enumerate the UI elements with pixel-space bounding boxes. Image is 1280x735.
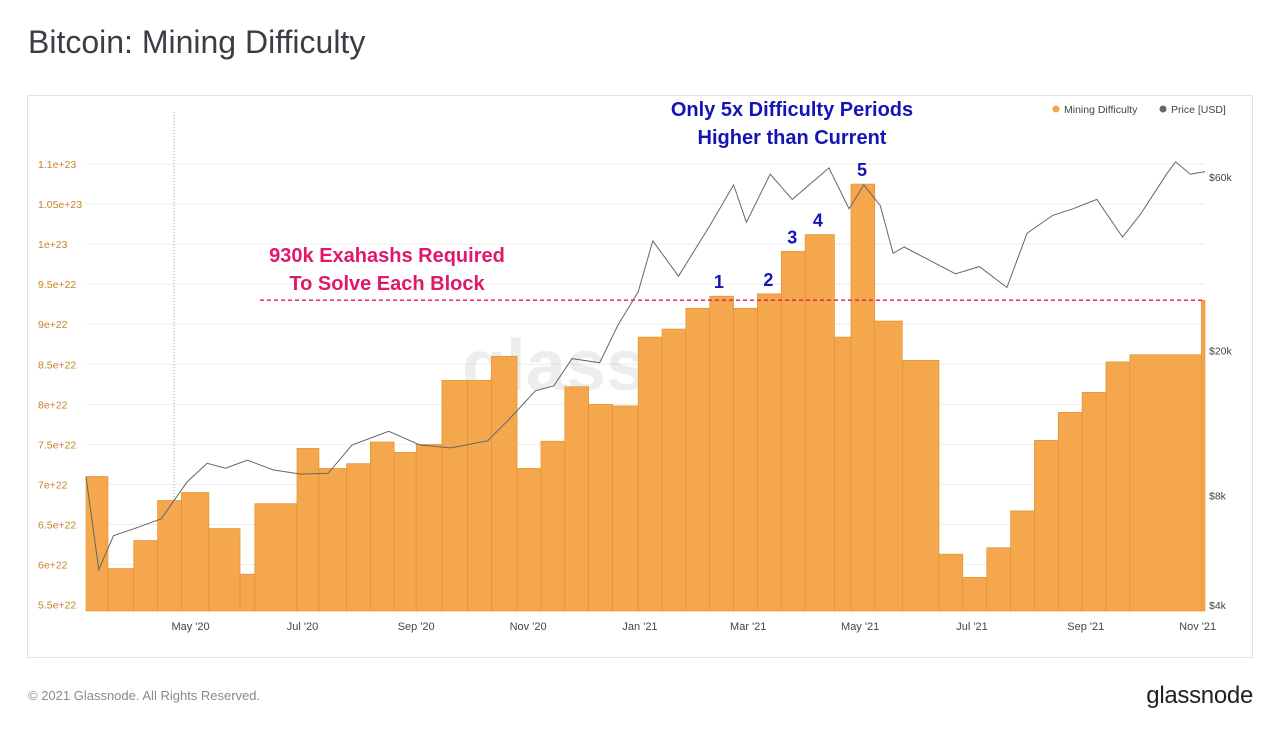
difficulty-bar bbox=[962, 577, 988, 612]
difficulty-bar bbox=[986, 547, 1011, 612]
legend-label: Price [USD] bbox=[1171, 104, 1226, 116]
difficulty-bar bbox=[441, 380, 468, 612]
difficulty-bar bbox=[661, 328, 687, 612]
difficulty-bar bbox=[1034, 440, 1059, 612]
x-axis-tick-label: May '21 bbox=[841, 621, 879, 633]
difficulty-bar bbox=[733, 307, 758, 612]
left-axis-tick-label: 1.05e+23 bbox=[38, 199, 82, 211]
difficulty-bar bbox=[85, 476, 109, 612]
difficulty-bar bbox=[157, 500, 182, 612]
difficulty-bar bbox=[1105, 361, 1131, 612]
difficulty-bar bbox=[239, 573, 256, 612]
difficulty-bar bbox=[1010, 510, 1035, 612]
x-axis-tick-label: May '20 bbox=[171, 621, 209, 633]
period-label: 1 bbox=[714, 272, 724, 292]
difficulty-bar bbox=[874, 320, 903, 612]
difficulty-bar bbox=[1201, 299, 1206, 612]
legend-marker bbox=[1052, 105, 1060, 113]
difficulty-bar bbox=[318, 468, 347, 612]
difficulty-bar bbox=[393, 452, 417, 612]
period-label: 4 bbox=[813, 211, 823, 231]
period-label: 5 bbox=[857, 160, 867, 180]
difficulty-bar bbox=[834, 336, 852, 612]
legend-label: Mining Difficulty bbox=[1064, 104, 1138, 116]
footer-copyright: © 2021 Glassnode. All Rights Reserved. bbox=[28, 688, 261, 703]
right-axis-tick-label: $60k bbox=[1209, 172, 1233, 184]
x-axis-tick-label: Nov '21 bbox=[1179, 621, 1216, 633]
x-axis-tick-label: Jul '20 bbox=[287, 621, 318, 633]
annotation-top-note: Only 5x Difficulty Periods bbox=[671, 99, 913, 121]
difficulty-bar bbox=[346, 463, 371, 612]
price-line bbox=[85, 161, 1206, 572]
difficulty-bar bbox=[1081, 392, 1107, 612]
difficulty-bar bbox=[804, 234, 835, 612]
right-axis-tick-label: $8k bbox=[1209, 490, 1227, 502]
annotation-threshold-note: 930k Exahashs Required bbox=[269, 245, 505, 267]
left-axis-tick-label: 7.5e+22 bbox=[38, 439, 76, 451]
x-axis-tick-label: Sep '21 bbox=[1067, 621, 1104, 633]
legend-marker bbox=[1159, 105, 1167, 113]
difficulty-bar bbox=[938, 553, 964, 612]
x-axis-tick-label: Mar '21 bbox=[730, 621, 766, 633]
left-axis-tick-label: 8e+22 bbox=[38, 399, 68, 411]
left-axis-tick-label: 6.5e+22 bbox=[38, 519, 76, 531]
annotation-top-note: Higher than Current bbox=[698, 127, 887, 149]
difficulty-bar bbox=[133, 540, 158, 612]
x-axis-tick-label: Jul '21 bbox=[956, 621, 987, 633]
difficulty-bar bbox=[564, 386, 589, 612]
difficulty-bar bbox=[540, 440, 566, 612]
period-label: 2 bbox=[763, 270, 773, 290]
x-axis-tick-label: Nov '20 bbox=[510, 621, 547, 633]
difficulty-bar bbox=[415, 444, 443, 612]
difficulty-bar bbox=[296, 448, 320, 612]
difficulty-bar bbox=[709, 295, 734, 612]
difficulty-bar bbox=[467, 380, 492, 612]
difficulty-bar bbox=[1129, 354, 1202, 612]
difficulty-bar bbox=[370, 441, 395, 612]
period-label: 3 bbox=[787, 227, 797, 247]
x-axis-tick-label: Sep '20 bbox=[398, 621, 435, 633]
difficulty-bar bbox=[780, 251, 806, 612]
difficulty-bar bbox=[588, 404, 613, 612]
x-axis-tick-label: Jan '21 bbox=[622, 621, 657, 633]
difficulty-bar bbox=[1057, 412, 1083, 612]
difficulty-bar bbox=[491, 355, 518, 612]
difficulty-bar bbox=[254, 503, 298, 612]
footer-brand-logo: glassnode bbox=[1146, 682, 1253, 709]
difficulty-bar bbox=[516, 468, 542, 612]
difficulty-bar bbox=[850, 183, 876, 612]
difficulty-bar bbox=[757, 293, 782, 612]
left-axis-tick-label: 7e+22 bbox=[38, 479, 68, 491]
left-axis-tick-label: 9.5e+22 bbox=[38, 279, 76, 291]
difficulty-bar bbox=[107, 568, 134, 612]
difficulty-bar bbox=[181, 492, 210, 612]
left-axis-tick-label: 8.5e+22 bbox=[38, 359, 76, 371]
right-axis-tick-label: $20k bbox=[1209, 346, 1233, 358]
left-axis-tick-label: 1.1e+23 bbox=[38, 159, 76, 171]
difficulty-bar bbox=[208, 528, 241, 612]
right-axis-tick-label: $4k bbox=[1209, 600, 1227, 612]
page-title: Bitcoin: Mining Difficulty bbox=[28, 24, 366, 60]
difficulty-bar bbox=[902, 359, 940, 612]
difficulty-bar bbox=[685, 307, 711, 612]
left-axis-tick-label: 5.5e+22 bbox=[38, 600, 76, 612]
annotation-threshold-note: To Solve Each Block bbox=[289, 273, 485, 295]
difficulty-bar bbox=[637, 336, 663, 612]
difficulty-bar bbox=[612, 405, 639, 612]
left-axis-tick-label: 9e+22 bbox=[38, 319, 68, 331]
left-axis-tick-label: 6e+22 bbox=[38, 560, 68, 572]
left-axis-tick-label: 1e+23 bbox=[38, 239, 68, 251]
